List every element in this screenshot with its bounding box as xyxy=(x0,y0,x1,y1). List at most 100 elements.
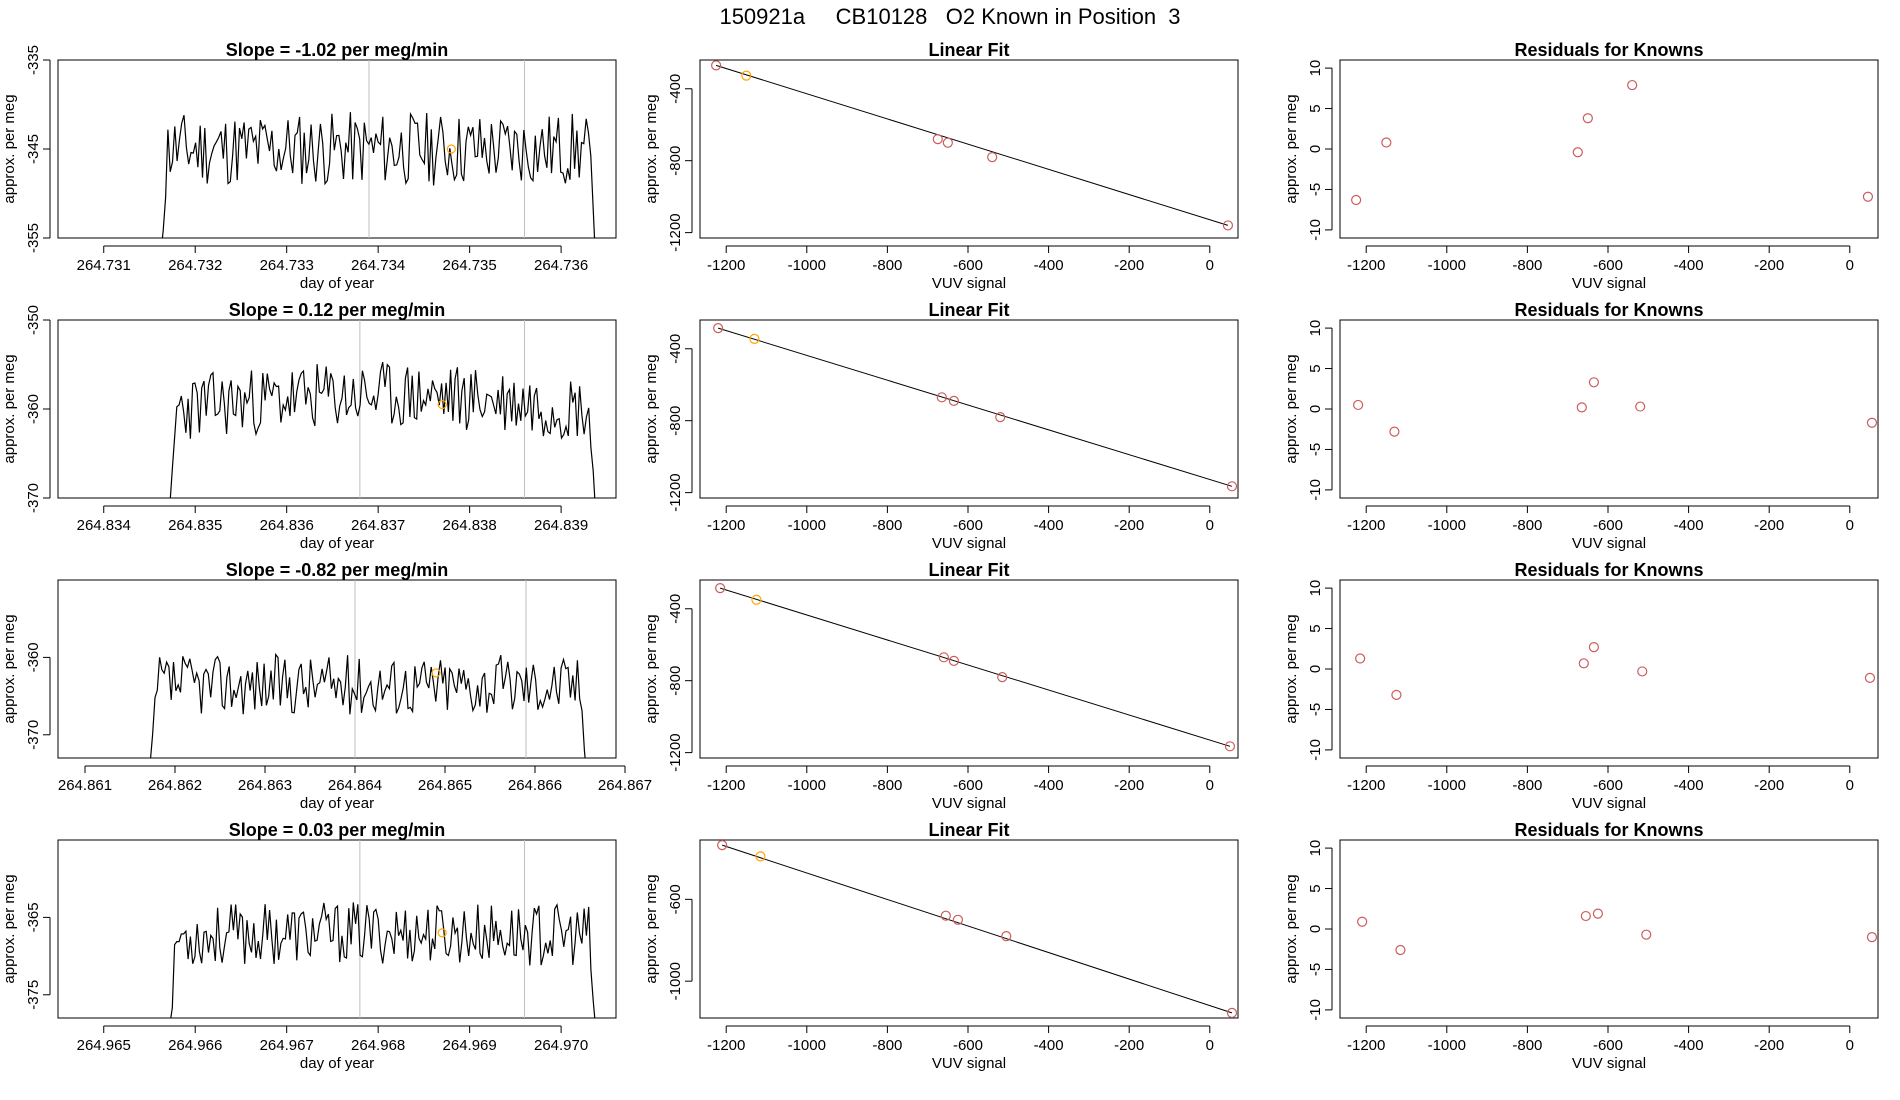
x-tick-label: -400 xyxy=(1034,257,1064,274)
x-tick-label: -600 xyxy=(1593,517,1623,534)
x-tick-label: 264.735 xyxy=(443,257,497,274)
panel-title: Residuals for Knowns xyxy=(1514,40,1703,60)
plot-frame xyxy=(57,59,617,239)
series-line xyxy=(169,361,596,498)
x-tick-label: 264.968 xyxy=(351,1037,405,1054)
x-tick-label: 264.861 xyxy=(58,777,112,794)
fit-line xyxy=(715,64,1229,226)
highlight-point xyxy=(741,70,752,81)
panel-7 xyxy=(685,579,1239,773)
x-tick-label: -400 xyxy=(1674,257,1704,274)
data-point xyxy=(715,582,726,594)
x-tick-label: -400 xyxy=(1674,777,1704,794)
x-tick-label: -800 xyxy=(872,517,902,534)
y-tick-label: 5 xyxy=(1307,884,1324,892)
y-axis-label: approx. per meg xyxy=(643,94,660,203)
y-tick-label: -10 xyxy=(1307,999,1324,1021)
x-tick-label: -200 xyxy=(1114,1037,1144,1054)
panel-title: Residuals for Knowns xyxy=(1514,560,1703,580)
panel-title: Slope = 0.12 per meg/min xyxy=(229,300,446,320)
y-tick-label: 0 xyxy=(1307,405,1324,413)
data-point xyxy=(1389,426,1400,437)
data-point xyxy=(1222,220,1234,231)
x-tick-label: -1200 xyxy=(1347,1037,1385,1054)
x-tick-label: -1000 xyxy=(788,1037,826,1054)
x-tick-label: -200 xyxy=(1114,517,1144,534)
panel-title: Slope = -1.02 per meg/min xyxy=(226,40,449,60)
y-axis-label: approx. per meg xyxy=(1,874,18,983)
y-tick-label: -5 xyxy=(1307,703,1324,716)
x-tick-label: 0 xyxy=(1206,517,1214,534)
y-axis-label: approx. per meg xyxy=(643,874,660,983)
y-tick-label: 5 xyxy=(1307,624,1324,632)
x-tick-label: -1200 xyxy=(707,1037,745,1054)
x-axis-label: VUV signal xyxy=(1572,535,1646,552)
x-tick-label: -1200 xyxy=(1347,257,1385,274)
panel-11 xyxy=(1325,839,1879,1033)
y-tick-label: -350 xyxy=(25,305,42,335)
series-line xyxy=(149,652,586,758)
x-tick-label: 264.865 xyxy=(418,777,472,794)
x-tick-label: 0 xyxy=(1206,777,1214,794)
data-point xyxy=(997,671,1008,683)
highlight-point xyxy=(437,928,447,938)
data-point xyxy=(1572,147,1583,158)
data-point xyxy=(1353,399,1364,411)
highlight-point xyxy=(431,668,441,678)
x-tick-label: -1200 xyxy=(707,257,745,274)
x-axis-label: VUV signal xyxy=(932,275,1006,292)
panel-title: Slope = -0.82 per meg/min xyxy=(226,560,449,580)
y-tick-label: 5 xyxy=(1307,364,1324,372)
x-tick-label: -600 xyxy=(1593,257,1623,274)
highlight-point xyxy=(749,333,760,344)
data-point xyxy=(952,914,964,925)
plot-frame xyxy=(1339,839,1879,1019)
plot-frame xyxy=(57,579,617,759)
x-tick-label: 264.866 xyxy=(508,777,562,794)
y-axis-label: approx. per meg xyxy=(1283,354,1300,463)
y-tick-label: -1200 xyxy=(667,473,684,511)
data-point xyxy=(938,652,949,663)
y-tick-label: -10 xyxy=(1307,479,1324,501)
y-tick-label: 0 xyxy=(1307,925,1324,933)
plot-frame xyxy=(1339,579,1879,759)
data-point xyxy=(1641,929,1652,940)
x-tick-label: 264.867 xyxy=(598,777,652,794)
x-tick-label: -1200 xyxy=(1347,517,1385,534)
highlight-point xyxy=(755,851,766,862)
x-axis-label: VUV signal xyxy=(1572,275,1646,292)
x-tick-label: -600 xyxy=(1593,1037,1623,1054)
y-tick-label: 10 xyxy=(1307,320,1324,337)
x-tick-label: -200 xyxy=(1754,517,1784,534)
data-point xyxy=(987,151,998,163)
data-point xyxy=(1578,658,1589,669)
data-point xyxy=(1576,402,1587,413)
x-axis-label: day of year xyxy=(300,1055,374,1072)
x-tick-label: -200 xyxy=(1754,257,1784,274)
data-point xyxy=(1580,910,1591,922)
highlight-point xyxy=(437,399,447,410)
x-tick-label: -800 xyxy=(1512,777,1542,794)
y-tick-label: -400 xyxy=(667,74,684,104)
x-tick-label: -200 xyxy=(1754,1037,1784,1054)
x-tick-label: 264.834 xyxy=(77,517,131,534)
y-tick-label: -345 xyxy=(25,134,42,164)
y-axis-label: approx. per meg xyxy=(1283,874,1300,983)
x-tick-label: -400 xyxy=(1034,777,1064,794)
data-point xyxy=(936,392,947,403)
panel-0 xyxy=(43,59,617,253)
x-tick-label: -600 xyxy=(953,257,983,274)
data-point xyxy=(1001,931,1012,942)
x-tick-label: -1200 xyxy=(707,777,745,794)
x-axis-label: VUV signal xyxy=(932,535,1006,552)
data-point xyxy=(1637,666,1648,677)
data-point xyxy=(1351,194,1362,206)
plot-frame xyxy=(699,319,1239,499)
data-point xyxy=(1357,916,1368,927)
data-point xyxy=(995,411,1006,423)
plot-frame xyxy=(57,839,617,1019)
x-tick-label: 264.731 xyxy=(77,257,131,274)
y-tick-label: -360 xyxy=(25,642,42,672)
panel-title: Linear Fit xyxy=(928,40,1009,60)
x-tick-label: -200 xyxy=(1754,777,1784,794)
